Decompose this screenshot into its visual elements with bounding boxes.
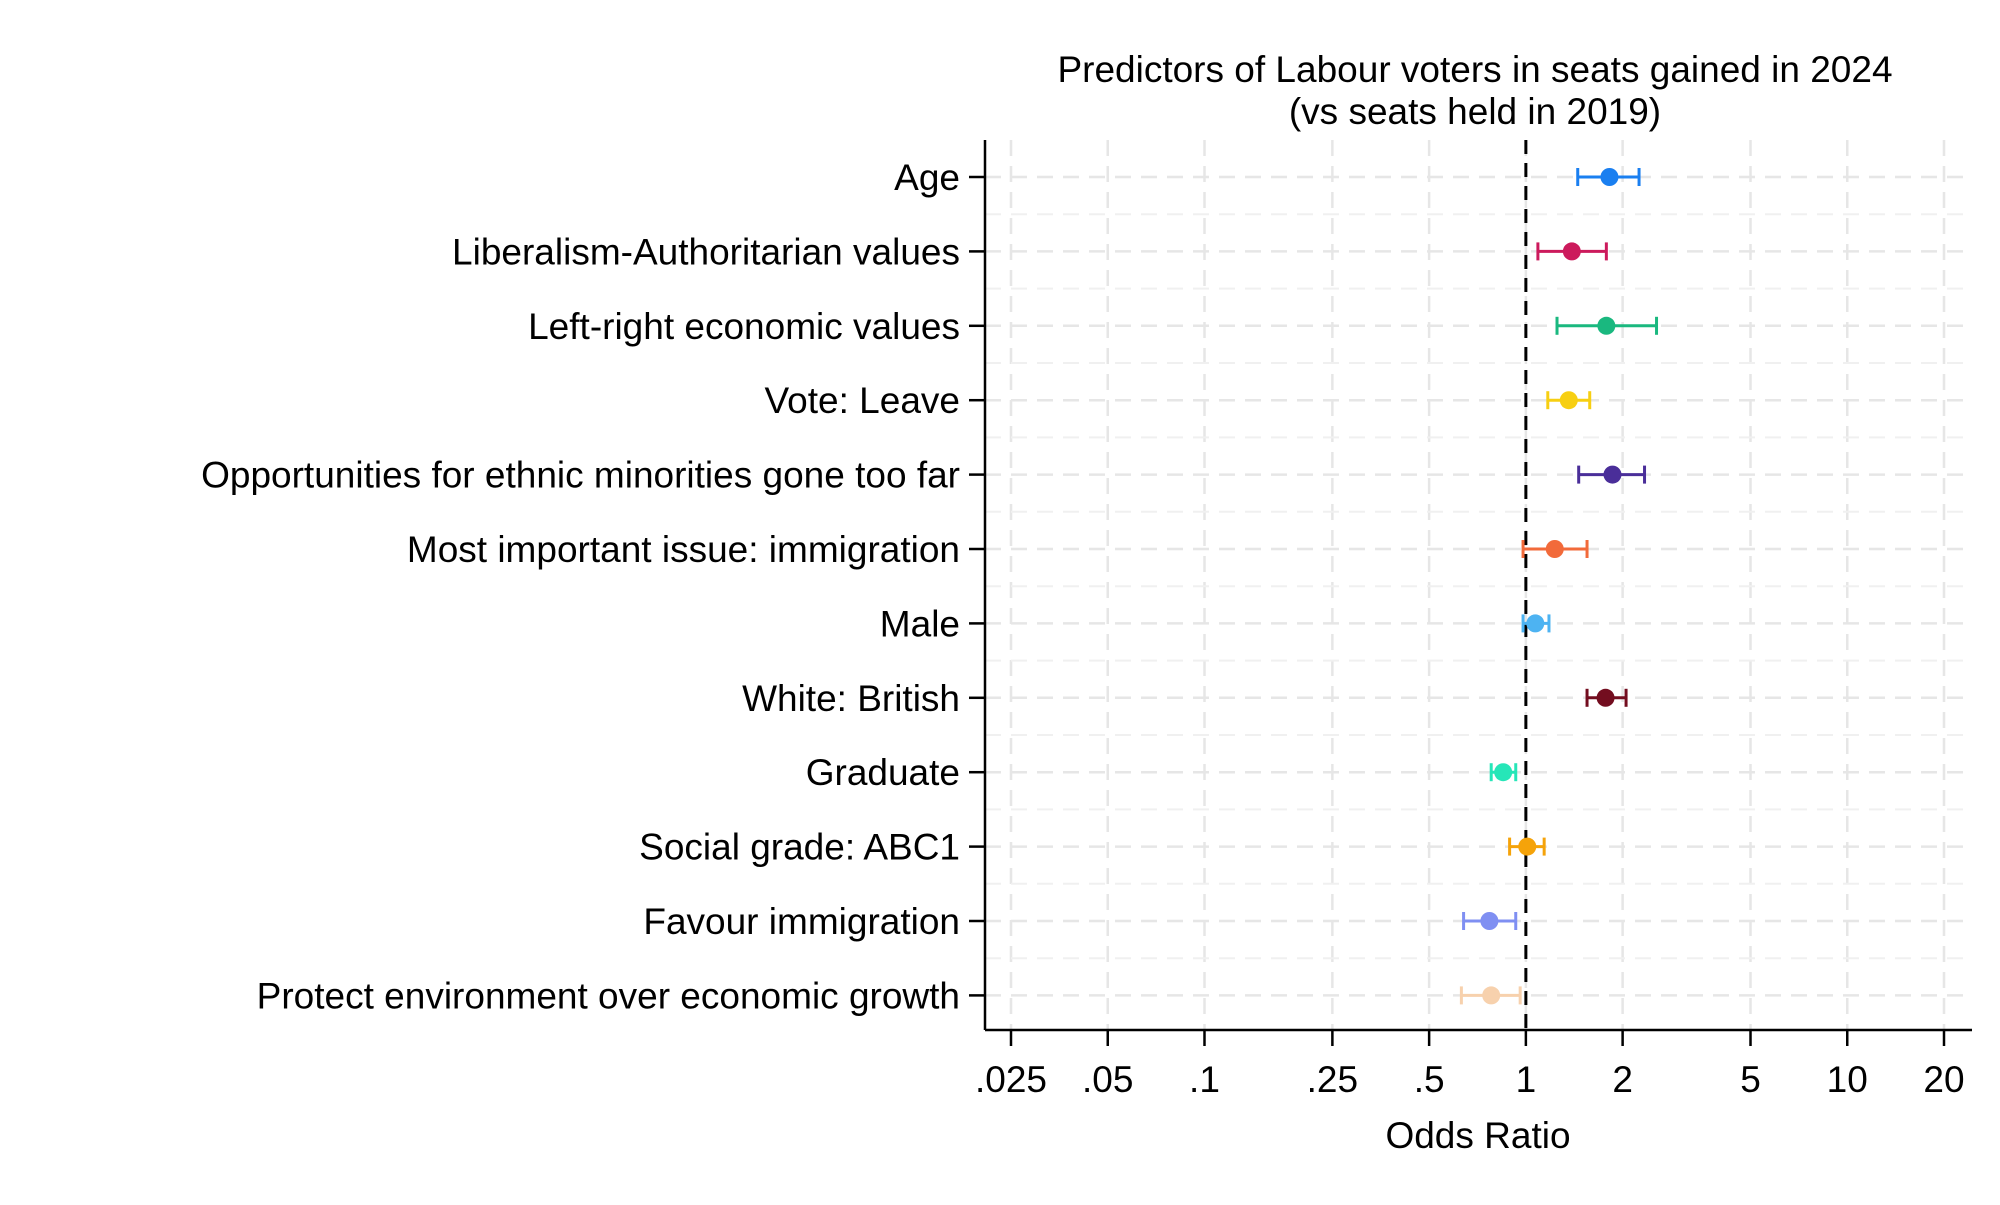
estimate-point	[1518, 837, 1537, 856]
estimate-point	[1597, 316, 1616, 335]
x-tick-label: 5	[1740, 1059, 1761, 1100]
x-tick-label: 1	[1516, 1059, 1537, 1100]
x-tick-label: .1	[1189, 1059, 1220, 1100]
y-tick-label: White: British	[742, 678, 960, 719]
estimate-point	[1480, 912, 1499, 930]
y-tick-label: Liberalism-Authoritarian values	[452, 231, 960, 272]
estimate-point	[1562, 242, 1581, 261]
estimate-point	[1596, 688, 1615, 707]
y-tick-label: Age	[894, 157, 960, 198]
y-tick-label: Left-right economic values	[528, 306, 960, 347]
grid	[985, 140, 1972, 1030]
x-tick-label: .25	[1307, 1059, 1358, 1100]
y-tick-label: Most important issue: immigration	[407, 529, 960, 570]
estimate-point	[1526, 614, 1545, 633]
axes: .025 .05 .1 .25 .5 1 2 5 10 20 Age Liberalism-Autho…	[201, 140, 1972, 1100]
estimate-point	[1559, 391, 1578, 410]
x-tick-label: 2	[1612, 1059, 1633, 1100]
chart-title: Predictors of Labour voters in seats gai…	[1057, 49, 1892, 90]
x-tick-label: .05	[1082, 1059, 1133, 1100]
x-tick-label: .025	[975, 1059, 1047, 1100]
y-tick-label: Protect environment over economic growth	[257, 975, 960, 1016]
x-tick-label: .5	[1414, 1059, 1445, 1100]
y-tick-label: Favour immigration	[643, 901, 960, 942]
estimate-point	[1603, 465, 1622, 484]
x-tick-label: 20	[1923, 1059, 1964, 1100]
data-marks	[1459, 168, 1659, 1005]
y-tick-label: Male	[880, 603, 960, 644]
x-axis-title: Odds Ratio	[1385, 1115, 1570, 1156]
y-tick-label: Vote: Leave	[765, 380, 960, 421]
estimate-point	[1545, 540, 1564, 558]
estimate-point	[1494, 763, 1513, 782]
x-tick-label: 10	[1827, 1059, 1868, 1100]
y-tick-label: Opportunities for ethnic minorities gone…	[201, 455, 960, 496]
y-tick-label: Social grade: ABC1	[639, 827, 960, 868]
estimate-point	[1482, 986, 1501, 1005]
estimate-point	[1600, 168, 1619, 186]
chart-subtitle: (vs seats held in 2019)	[1289, 91, 1661, 132]
y-tick-label: Graduate	[806, 752, 960, 793]
